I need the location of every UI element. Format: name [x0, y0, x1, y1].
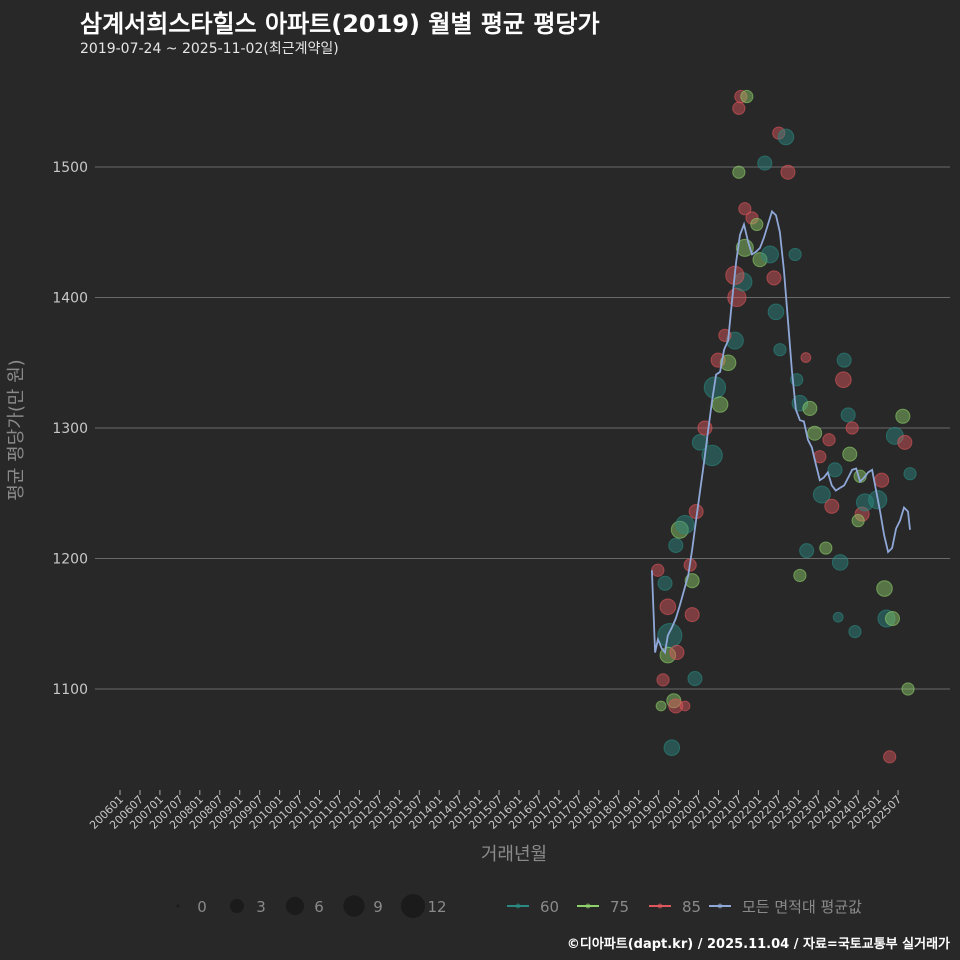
bubble-85	[845, 421, 859, 435]
y-tick-label: 1200	[52, 552, 88, 568]
y-axis-label: 평균 평당가(만 원)	[6, 359, 27, 500]
gridlines	[95, 166, 950, 690]
average-line	[651, 209, 911, 655]
legend-size-circle	[343, 895, 365, 917]
legend-label-60: 60	[540, 898, 559, 916]
bubble-60	[757, 155, 773, 171]
bubble-60	[831, 554, 849, 571]
bubble-75	[876, 580, 893, 597]
y-tick-label: 1500	[52, 160, 88, 176]
bubble-75	[740, 89, 754, 104]
bubble-75	[901, 682, 915, 696]
bubble-85	[766, 270, 782, 286]
x-axis-label: 거래년월	[481, 844, 547, 865]
legend: 0 3 6 9 12 60 75 85 모든 면적대 평균값	[176, 893, 862, 919]
bubble-60	[767, 303, 785, 321]
bubble-85	[651, 563, 665, 577]
chart-subtitle: 2019-07-24 ~ 2025-11-02(최근계약일)	[80, 41, 339, 57]
bubble-75	[793, 568, 807, 583]
legend-dot-85	[657, 903, 663, 909]
bubble-75	[732, 165, 746, 179]
chart-title: 삼계서희스타힐스 아파트(2019) 월별 평균 평당가	[80, 10, 600, 38]
legend-dot-avg	[717, 903, 723, 909]
y-tick-label: 1100	[52, 682, 88, 698]
legend-size-label: 0	[197, 898, 207, 916]
bubble-60	[812, 485, 831, 504]
bubble-85	[883, 750, 897, 764]
bubble-75	[711, 396, 729, 413]
bubble-85	[822, 433, 836, 447]
bubble-75	[802, 400, 818, 416]
bubble-60	[657, 622, 683, 649]
bubble-85	[745, 211, 759, 225]
bubble-85	[684, 607, 700, 623]
bubble-60	[773, 343, 787, 357]
bubble-85	[874, 472, 890, 488]
bubble-85	[732, 101, 746, 115]
bubble-60	[701, 444, 723, 467]
legend-size-label: 3	[256, 898, 266, 916]
source-caption: ©디아파트(dapt.kr) / 2025.11.04 / 자료=국토교통부 실…	[566, 937, 950, 952]
legend-label-85: 85	[682, 898, 701, 916]
bubble-60	[877, 609, 896, 628]
bubble-75	[851, 514, 865, 528]
bubble-60	[836, 352, 852, 368]
bubble-85	[897, 434, 913, 450]
bubble-85	[824, 498, 840, 514]
y-axis-ticks: 1100 1200 1300 1400 1500	[52, 160, 88, 698]
bubble-85	[800, 352, 812, 363]
legend-size-circle	[176, 904, 180, 908]
legend-label-avg: 모든 면적대 평균값	[742, 898, 862, 916]
bubble-60	[848, 624, 862, 639]
bubble-60	[657, 575, 673, 591]
bubble-75	[719, 354, 737, 372]
legend-size-label: 9	[373, 898, 383, 916]
bubble-60	[840, 407, 856, 423]
legend-dot-75	[585, 903, 591, 909]
bubble-75	[807, 425, 823, 441]
y-tick-label: 1400	[52, 291, 88, 307]
bubble-60	[777, 128, 795, 146]
y-tick-label: 1300	[52, 421, 88, 437]
bubble-75	[750, 217, 764, 232]
bubble-75	[895, 408, 911, 424]
bubble-85	[668, 698, 684, 714]
legend-size-label: 12	[427, 898, 446, 916]
bubble-85	[738, 202, 752, 216]
bubble-75	[752, 252, 768, 268]
bubble-60	[691, 434, 709, 451]
legend-size-circle	[400, 893, 426, 919]
bubble-60	[668, 537, 684, 553]
legend-label-75: 75	[610, 898, 629, 916]
bubble-60	[687, 671, 703, 687]
bubble-85	[659, 598, 677, 616]
bubble-60	[799, 543, 815, 559]
bubble-60	[832, 611, 844, 623]
bubble-85	[669, 644, 685, 660]
bubble-75	[655, 700, 667, 712]
bubble-75	[819, 541, 833, 555]
legend-size-label: 6	[314, 898, 324, 916]
bubble-85	[656, 673, 670, 687]
legend-size-circle	[229, 898, 245, 914]
bubble-60	[788, 247, 802, 262]
bubble-60	[903, 467, 917, 481]
bubble-60	[663, 739, 681, 757]
bubble-60	[675, 514, 695, 535]
bubble-85	[835, 371, 852, 389]
bubble-85	[780, 164, 796, 180]
bubble-75	[884, 611, 900, 627]
bubble-60	[760, 245, 779, 264]
bubble-75	[842, 446, 858, 462]
legend-size-circle	[285, 896, 305, 916]
bubble-85	[679, 700, 691, 712]
x-axis-ticks: 2006012006072007012007072008012008072009…	[87, 790, 904, 832]
bubble-60	[827, 462, 843, 478]
legend-dot-60	[515, 903, 521, 909]
bubbles	[651, 89, 917, 764]
